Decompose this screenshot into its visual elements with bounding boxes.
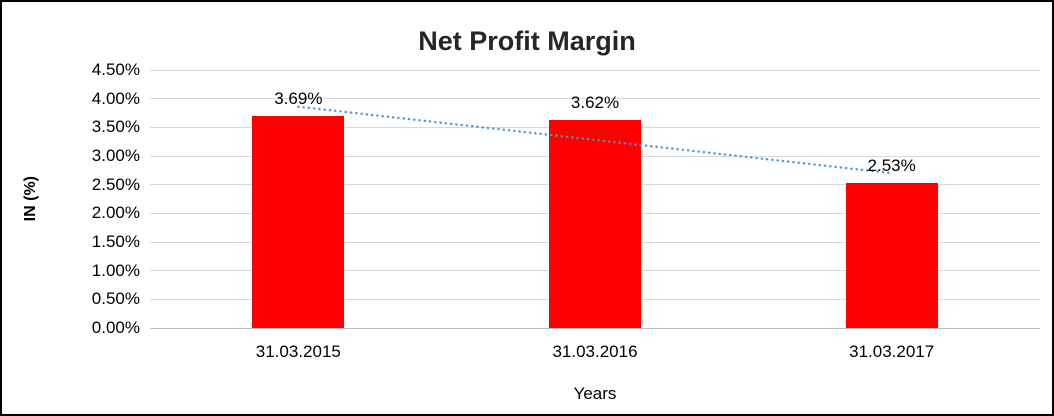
bar-31.03.2016 xyxy=(549,120,641,328)
data-label: 2.53% xyxy=(867,155,916,175)
gridline xyxy=(150,327,1040,329)
x-tick-label: 31.03.2017 xyxy=(849,342,935,361)
trendline xyxy=(297,105,893,175)
x-tick-label: 31.03.2015 xyxy=(255,342,341,361)
y-tick-label: 4.00% xyxy=(91,88,140,108)
x-axis-tick-labels: 31.03.2015 31.03.2016 31.03.2017 xyxy=(150,342,1040,364)
y-tick-label: 0.00% xyxy=(91,318,140,337)
y-tick-label: 1.50% xyxy=(91,232,140,251)
bar-31.03.2015 xyxy=(252,116,345,328)
x-axis-title: Years xyxy=(573,384,617,403)
data-label: 3.62% xyxy=(570,93,620,113)
plot-area: 3.69% 3.62% 2.53% xyxy=(150,69,1040,329)
y-tick-label: 2.00% xyxy=(91,203,140,223)
y-tick-label: 0.50% xyxy=(91,289,140,309)
y-tick-label: 4.50% xyxy=(91,60,140,79)
y-tick-label: 1.00% xyxy=(91,260,140,280)
y-tick-label: 3.00% xyxy=(91,146,140,165)
y-tick-label: 2.50% xyxy=(91,174,140,194)
chart-title: Net Profit Margin xyxy=(418,26,636,56)
gridline xyxy=(150,69,1040,71)
y-axis-tick-labels: 0.00% 0.50% 1.00% 1.50% 2.00% 2.50% 3.00% 3.50%… xyxy=(2,60,140,337)
x-tick-label: 31.03.2016 xyxy=(552,342,638,361)
y-tick-label: 3.50% xyxy=(91,117,140,137)
data-label: 3.69% xyxy=(274,89,323,109)
gridline xyxy=(150,98,1040,100)
bar-31.03.2017 xyxy=(845,182,938,328)
